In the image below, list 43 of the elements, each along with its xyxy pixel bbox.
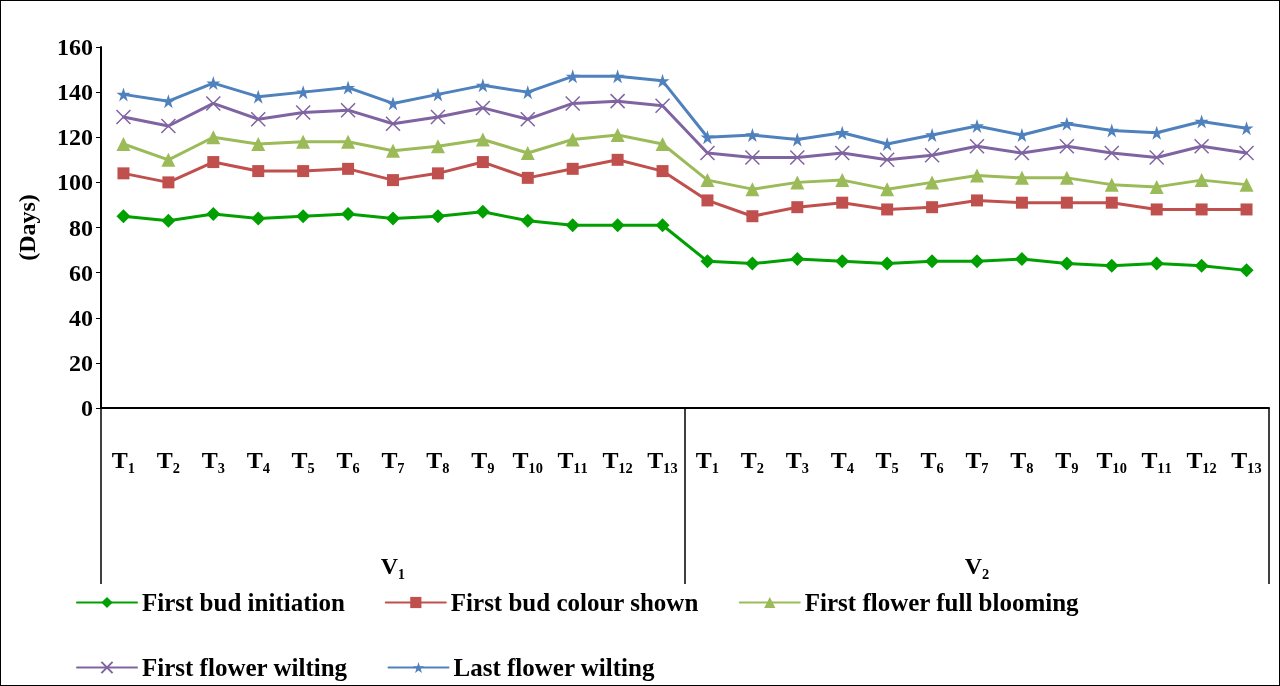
legend-label: Last flower wilting — [453, 654, 655, 681]
x-tick-label: T₄ — [246, 447, 270, 473]
x-tick-label: T₈ — [426, 447, 450, 473]
y-tick-label: 100 — [57, 169, 93, 196]
legend-label: First bud initiation — [142, 589, 345, 616]
x-tick-label: T₁₀ — [512, 447, 543, 473]
x-tick-label: T₇ — [965, 447, 989, 473]
legend-label: First flower wilting — [142, 654, 348, 681]
x-tick-label: T₉ — [1055, 447, 1079, 473]
y-tick-label: 60 — [69, 259, 93, 286]
x-tick-label: T₅ — [291, 447, 315, 473]
x-tick-label: T₁ — [695, 447, 720, 473]
x-tick-label: T₁₀ — [1096, 447, 1127, 473]
text: V₂ — [964, 553, 990, 579]
x-tick-label: T₁₁ — [1141, 447, 1172, 473]
y-tick-label: 0 — [81, 395, 93, 421]
y-tick-label: 80 — [69, 214, 93, 241]
y-axis-title: (Days) — [14, 194, 40, 261]
x-tick-label: T₄ — [830, 447, 854, 473]
x-tick-label: T₈ — [1010, 447, 1034, 473]
x-tick-label: T₃ — [201, 447, 225, 473]
x-tick-label: T₁₃ — [1231, 447, 1262, 473]
x-tick-label: T₆ — [920, 447, 944, 473]
x-tick-label: T₁₂ — [602, 447, 633, 473]
x-tick-label: T₁₁ — [557, 447, 588, 473]
x-tick-label: T₇ — [381, 447, 405, 473]
y-tick-label: 120 — [57, 124, 93, 151]
text: V₁ — [380, 553, 406, 579]
x-tick-label: T₉ — [471, 447, 495, 473]
y-tick-label: 40 — [69, 304, 93, 331]
x-tick-label: T₃ — [785, 447, 809, 473]
x-tick-label: T₂ — [740, 447, 764, 473]
y-tick-label: 160 — [57, 34, 93, 60]
y-tick-label: 20 — [69, 349, 93, 376]
legend-label: First flower full blooming — [804, 589, 1080, 616]
x-tick-label: T₁₃ — [647, 447, 678, 473]
x-tick-label: T₆ — [336, 447, 360, 473]
x-tick-label: T₅ — [875, 447, 899, 473]
x-tick-label: T₂ — [156, 447, 180, 473]
x-tick-label: T₁₂ — [1186, 447, 1217, 473]
y-tick-label: 140 — [57, 79, 93, 106]
legend-label: First bud colour shown — [450, 589, 699, 616]
x-tick-label: T₁ — [111, 447, 136, 473]
